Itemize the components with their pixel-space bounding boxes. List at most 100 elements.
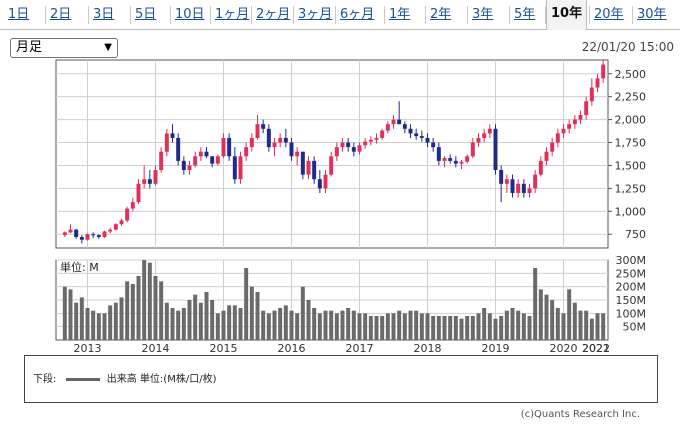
tab-1[interactable]: 1日: [8, 7, 30, 22]
tab-5[interactable]: 10日: [175, 7, 205, 22]
candle-body: [159, 151, 164, 171]
volume-bar: [561, 313, 566, 340]
volume-bar: [425, 313, 430, 340]
volume-bar: [136, 276, 141, 340]
tab-4[interactable]: 5日: [135, 7, 157, 22]
candle-body: [397, 119, 402, 125]
candle-body: [368, 139, 373, 142]
tab-11[interactable]: 2年: [430, 7, 452, 22]
volume-bar: [465, 316, 470, 340]
period-select[interactable]: 月足 ▼: [10, 38, 118, 58]
volume-bar: [255, 292, 260, 340]
volume-bar: [74, 302, 79, 340]
candle-body: [119, 220, 124, 225]
volume-bar: [283, 305, 288, 340]
tab-separator: [210, 6, 211, 24]
candle-body: [487, 128, 492, 134]
volume-bar: [312, 308, 317, 340]
volume-bar: [159, 281, 164, 340]
period-tabs: 1日 2日 3日 5日 10日 1ヶ月 2ヶ月 3ヶ月 6ヶ月 1年 2年 3年 5年 10年 20年 30年: [0, 0, 680, 30]
tab-2[interactable]: 2日: [50, 7, 72, 22]
candle-body: [555, 133, 560, 143]
tab-separator: [170, 6, 171, 24]
volume-bar: [300, 286, 305, 340]
x-tick-label: 2020: [550, 342, 578, 355]
volume-bar: [567, 289, 572, 340]
candle-body: [130, 202, 135, 209]
volume-bar: [295, 313, 300, 340]
candle-body: [459, 161, 464, 164]
volume-bar: [584, 310, 589, 340]
candle-body: [181, 160, 186, 171]
volume-bar: [170, 308, 175, 340]
x-tick-label: 2022: [582, 342, 610, 355]
volume-bar: [210, 300, 215, 340]
x-tick-label: 2015: [210, 342, 238, 355]
candle-body: [113, 224, 118, 230]
tab-14[interactable]: 10年: [546, 0, 588, 30]
candle-body: [187, 165, 192, 171]
volume-bar: [113, 302, 118, 340]
tab-7[interactable]: 2ヶ月: [256, 7, 291, 22]
volume-bar: [221, 310, 226, 340]
candle-body: [510, 179, 515, 193]
legend-volume-swatch: [65, 377, 100, 381]
volume-tick-label: 150M: [616, 294, 647, 307]
volume-bar: [550, 300, 555, 340]
tab-15[interactable]: 20年: [594, 7, 624, 22]
volume-bar: [527, 316, 532, 340]
tab-6[interactable]: 1ヶ月: [215, 7, 250, 22]
tab-13[interactable]: 5年: [514, 7, 536, 22]
candle-body: [62, 232, 67, 236]
candle-body: [442, 158, 447, 161]
candle-body: [544, 151, 549, 161]
volume-bar: [431, 316, 436, 340]
candle-body: [198, 151, 203, 157]
candle-body: [385, 124, 390, 131]
volume-bar: [147, 262, 152, 340]
tab-separator: [589, 6, 590, 24]
volume-bar: [340, 310, 345, 340]
volume-tick-label: 250M: [616, 267, 647, 280]
candle-body: [476, 137, 481, 143]
volume-bar: [476, 313, 481, 340]
candle-body: [249, 137, 254, 148]
volume-bar: [334, 313, 339, 340]
volume-bar: [289, 310, 294, 340]
candle-body: [295, 151, 300, 157]
candle-body: [170, 133, 175, 138]
tab-8[interactable]: 3ヶ月: [298, 7, 333, 22]
volume-bar: [351, 310, 356, 340]
legend: 下段: 出来高 単位:(M株/口/枚): [33, 370, 216, 385]
tab-3[interactable]: 3日: [93, 7, 115, 22]
volume-bar: [487, 313, 492, 340]
candle-body: [283, 137, 288, 143]
candle-body: [334, 147, 339, 157]
candle-body: [323, 174, 328, 189]
volume-bar: [402, 313, 407, 340]
x-tick-label: 2014: [142, 342, 170, 355]
candle-body: [567, 124, 572, 129]
candle-body: [272, 142, 277, 148]
tab-12[interactable]: 3年: [472, 7, 494, 22]
volume-bar: [368, 316, 373, 340]
candle-body: [125, 208, 130, 221]
tab-16[interactable]: 30年: [637, 7, 667, 22]
candle-body: [317, 179, 322, 189]
x-tick-label: 2021: [582, 342, 610, 355]
volume-bar: [470, 316, 475, 340]
candle-body: [448, 158, 453, 161]
volume-bar: [493, 318, 498, 340]
candle-body: [96, 235, 101, 237]
candle-body: [550, 142, 555, 152]
candle-body: [521, 183, 526, 193]
tab-9[interactable]: 6ヶ月: [340, 7, 375, 22]
tab-10[interactable]: 1年: [389, 7, 411, 22]
volume-bar: [397, 310, 402, 340]
volume-bar: [187, 300, 192, 340]
candle-body: [380, 130, 385, 138]
candle-body: [504, 179, 509, 184]
candle-body: [74, 229, 79, 237]
candle-body: [408, 128, 413, 134]
